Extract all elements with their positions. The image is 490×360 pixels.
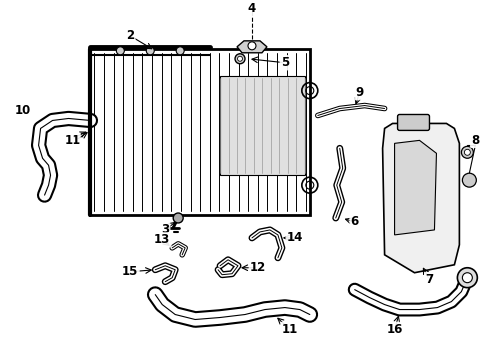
- Polygon shape: [237, 41, 267, 53]
- Text: 13: 13: [154, 233, 171, 246]
- Circle shape: [176, 47, 184, 55]
- Text: 8: 8: [471, 134, 480, 147]
- Polygon shape: [383, 123, 460, 273]
- Circle shape: [116, 47, 124, 55]
- Circle shape: [238, 56, 243, 61]
- Circle shape: [463, 173, 476, 187]
- Text: 15: 15: [122, 265, 139, 278]
- Circle shape: [462, 146, 473, 158]
- Text: 9: 9: [356, 86, 364, 99]
- Text: 14: 14: [287, 231, 303, 244]
- Text: 7: 7: [425, 273, 434, 286]
- Text: 2: 2: [126, 30, 134, 42]
- Circle shape: [248, 42, 256, 50]
- Circle shape: [147, 47, 154, 55]
- FancyBboxPatch shape: [397, 114, 429, 130]
- Circle shape: [463, 273, 472, 283]
- Text: 3: 3: [161, 224, 169, 237]
- Text: 16: 16: [387, 323, 403, 336]
- Text: 5: 5: [281, 56, 289, 69]
- Text: 4: 4: [248, 3, 256, 15]
- Polygon shape: [220, 76, 305, 175]
- Polygon shape: [394, 140, 437, 235]
- Circle shape: [173, 213, 183, 223]
- Text: 10: 10: [15, 104, 31, 117]
- Circle shape: [457, 268, 477, 288]
- Text: 11: 11: [282, 323, 298, 336]
- Text: 1: 1: [65, 134, 73, 147]
- Text: 6: 6: [350, 216, 359, 229]
- Circle shape: [235, 54, 245, 64]
- Text: 1: 1: [72, 134, 79, 147]
- Circle shape: [465, 149, 470, 155]
- Text: 12: 12: [250, 261, 266, 274]
